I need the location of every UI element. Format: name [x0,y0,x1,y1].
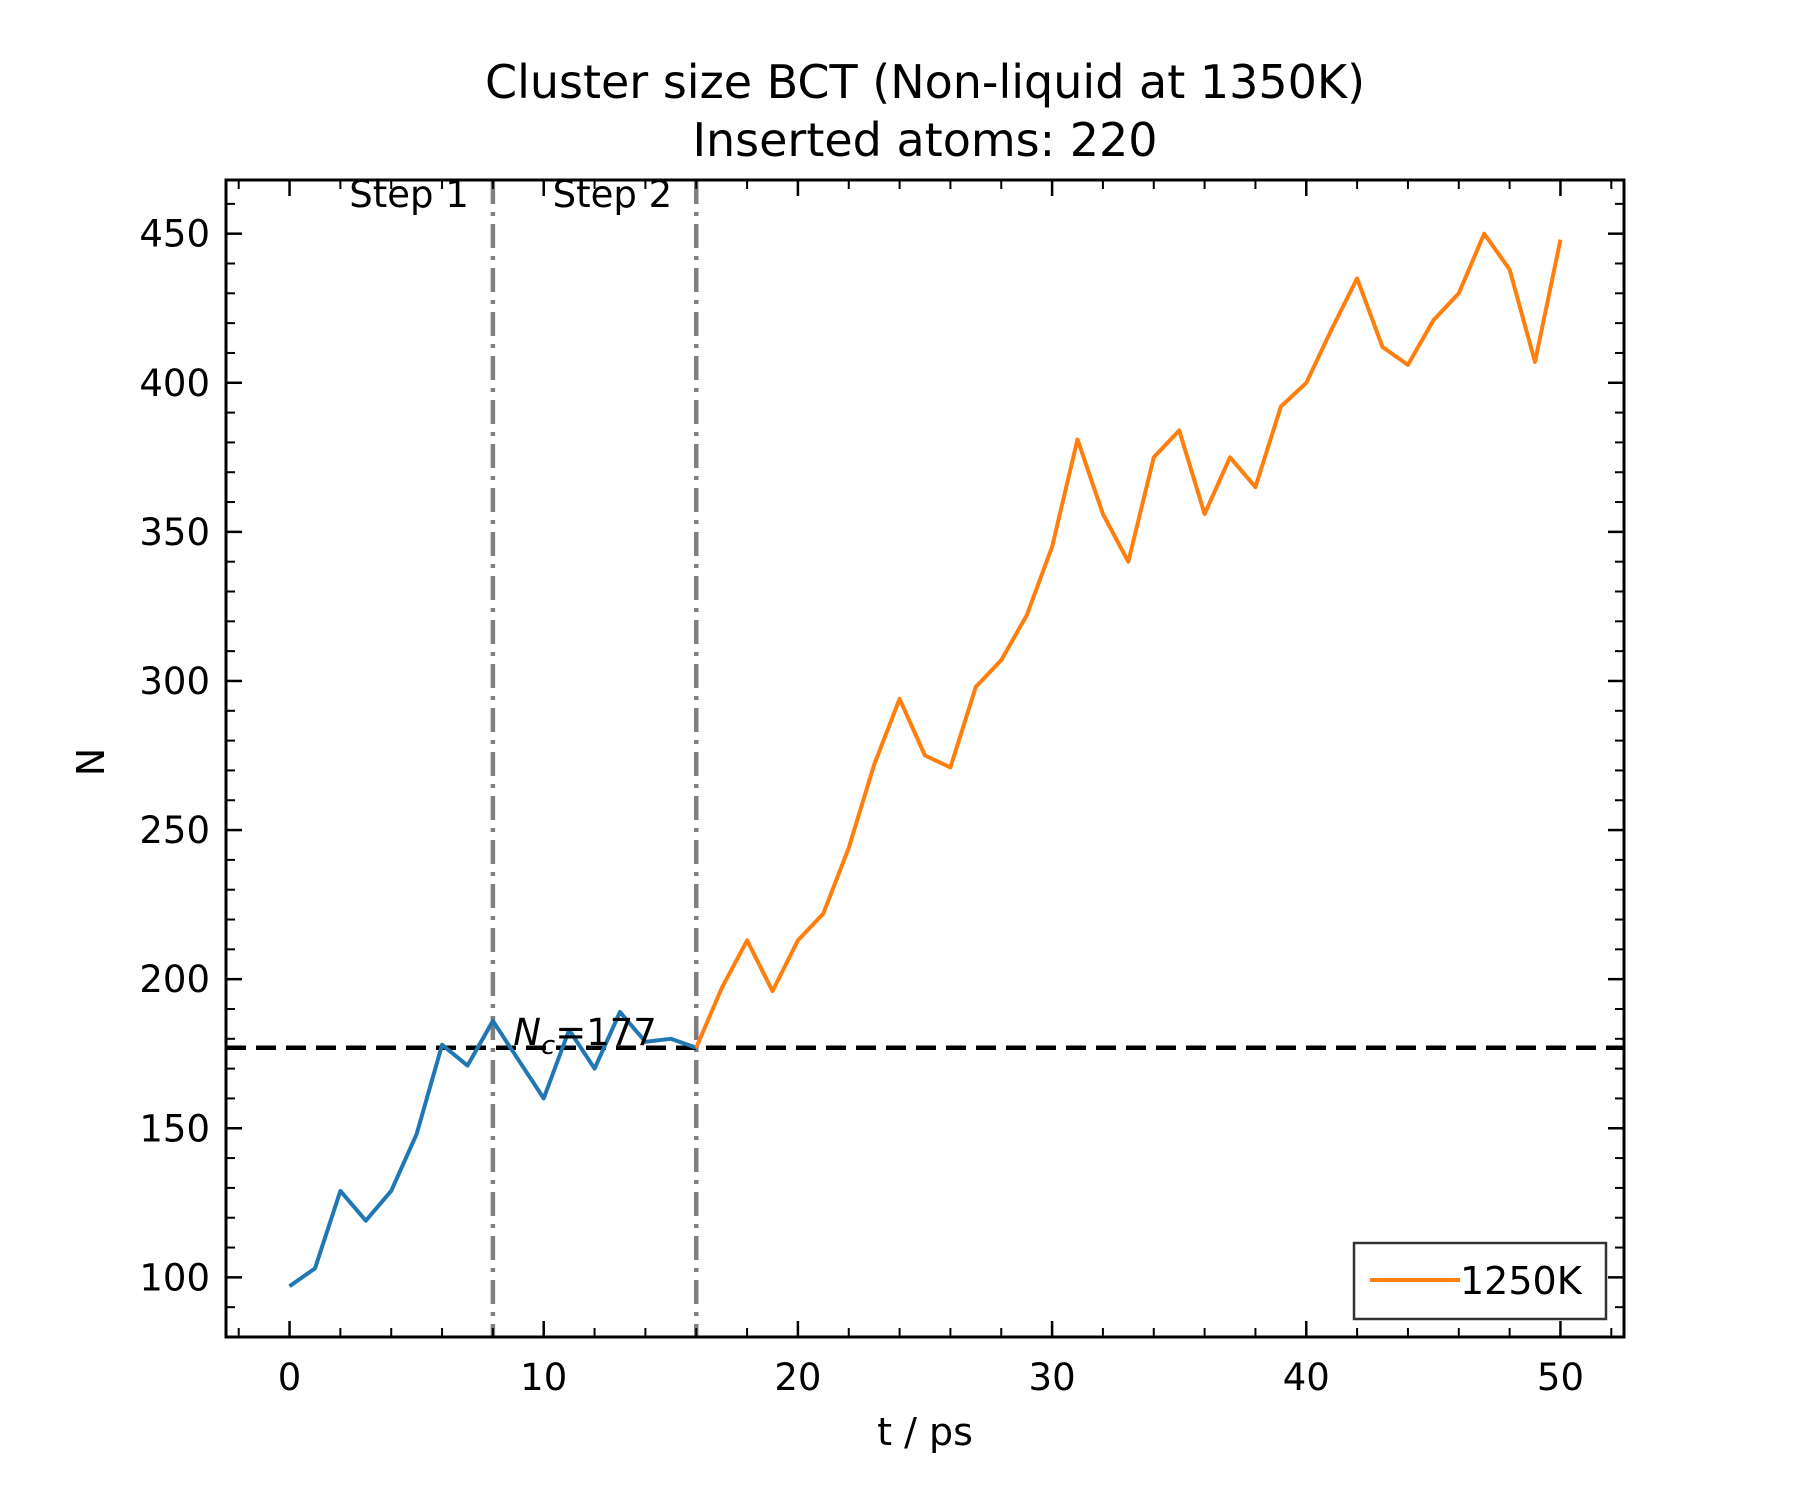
y-tick-labels: 100 150 200 250 300 350 400 450 [139,213,210,1300]
chart-title: Cluster size BCT (Non-liquid at 1350K) [485,55,1365,109]
y-tick-label: 100 [139,1256,210,1299]
x-tick-label: 30 [1029,1356,1076,1399]
nc-symbol: N [513,1011,541,1054]
x-tick-label: 50 [1537,1356,1584,1399]
nc-value: =177 [555,1011,657,1054]
step-1-label: Step 1 [349,173,469,216]
x-tick-label: 20 [774,1356,821,1399]
legend: 1250K [1352,1241,1608,1321]
plot-frame [224,178,1626,1339]
x-tick-labels: 0 10 20 30 40 50 [278,1356,1584,1399]
x-tick-label: 0 [278,1356,302,1399]
y-tick-label: 400 [139,362,210,405]
y-tick-label: 250 [139,809,210,852]
y-tick-label: 350 [139,511,210,554]
y-tick-label: 200 [139,958,210,1001]
x-axis-label: t / ps [877,1410,973,1454]
annotations: Step 1 Step 2 Nc=177 [349,173,672,1061]
chart-subtitle: Inserted atoms: 220 [692,113,1157,167]
legend-label-1250k: 1250K [1460,1259,1583,1303]
series-line-0 [288,1010,697,1288]
series-line-1 [694,231,1563,1049]
x-tick-label: 10 [520,1356,567,1399]
step-2-label: Step 2 [553,173,673,216]
y-tick-label: 150 [139,1107,210,1150]
nc-annotation: Nc=177 [513,1011,657,1061]
nc-subscript: c [541,1031,555,1061]
y-axis-label: N [69,748,113,776]
step-divider-lines [490,180,699,1337]
series-lines [288,231,1563,1288]
y-tick-label: 450 [139,213,210,256]
x-tick-label: 40 [1283,1356,1330,1399]
y-tick-label: 300 [139,660,210,703]
